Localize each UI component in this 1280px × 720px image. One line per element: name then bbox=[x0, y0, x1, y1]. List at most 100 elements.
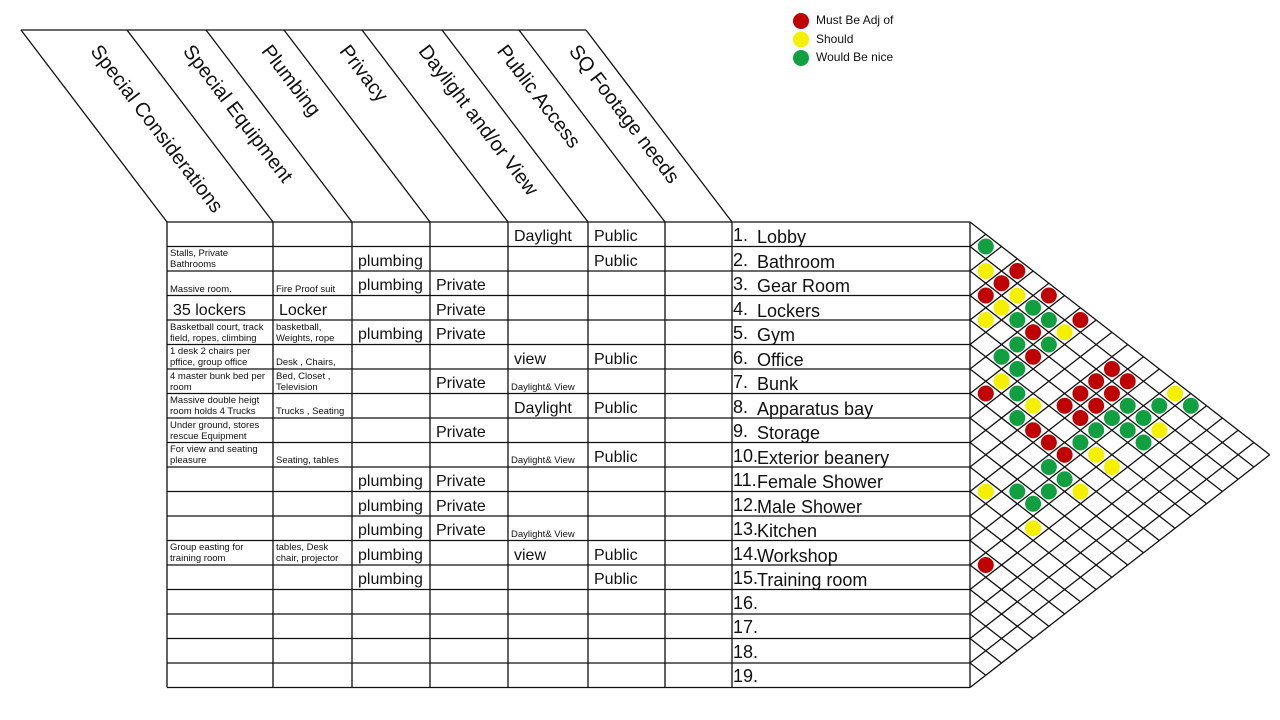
adjacency-dot bbox=[993, 275, 1010, 292]
matrix-line bbox=[969, 417, 1223, 615]
room-name: Office bbox=[757, 349, 804, 370]
cell-text: plumbing bbox=[358, 326, 423, 344]
matrix-line bbox=[969, 221, 1271, 456]
matrix-line bbox=[969, 368, 1176, 529]
adjacency-dot bbox=[1072, 410, 1089, 426]
adjacency-dot bbox=[1056, 397, 1073, 414]
cell-text: plumbing bbox=[358, 473, 423, 491]
matrix-line bbox=[969, 282, 1050, 346]
adjacency-dot bbox=[993, 299, 1010, 316]
row-number: 9. bbox=[733, 421, 749, 441]
row-number: 10. bbox=[733, 445, 759, 466]
cell-text: Massive room. bbox=[170, 283, 232, 295]
adjacency-dot bbox=[1025, 299, 1042, 316]
cell-text: Private bbox=[436, 375, 486, 393]
cell-text: Daylight bbox=[514, 228, 572, 246]
cell-text: Group easting for training room bbox=[170, 542, 244, 565]
adjacency-dot bbox=[1040, 434, 1057, 451]
cell-text: Public bbox=[594, 350, 638, 368]
adjacency-dot bbox=[1103, 459, 1120, 475]
matrix-line bbox=[969, 417, 1144, 554]
row-number: 5. bbox=[733, 323, 749, 343]
cell-text: Private bbox=[436, 301, 486, 319]
cell-text: Public bbox=[594, 228, 638, 246]
adjacency-dot bbox=[1009, 410, 1026, 426]
cell-text: Seating, tables bbox=[276, 455, 339, 467]
adjacency-dot bbox=[977, 557, 994, 573]
room-name: Lockers bbox=[757, 300, 821, 321]
cell-text: view bbox=[514, 350, 547, 368]
adjacency-dot bbox=[1103, 361, 1120, 377]
adjacency-dot bbox=[993, 373, 1010, 390]
adjacency-dot bbox=[1040, 312, 1057, 328]
cell-text: basketball, Weights, rope bbox=[276, 321, 335, 344]
row-number: 15. bbox=[733, 568, 759, 588]
matrix-line bbox=[969, 564, 1050, 627]
adjacency-dot bbox=[993, 348, 1010, 365]
cell-text: Public bbox=[594, 571, 638, 589]
cell-text: plumbing bbox=[358, 522, 423, 540]
matrix-line bbox=[969, 319, 1097, 419]
adjacency-dot bbox=[1056, 324, 1073, 341]
cell-text: tables, Desk chair, projector bbox=[276, 542, 339, 565]
adjacency-dot bbox=[1072, 434, 1089, 451]
legend-label: Should bbox=[816, 31, 854, 46]
row-number: 18. bbox=[733, 641, 759, 662]
adjacency-dot bbox=[977, 238, 994, 255]
row-number: 3. bbox=[733, 274, 749, 294]
legend-dot bbox=[793, 13, 809, 29]
matrix-line bbox=[969, 233, 987, 248]
matrix-line bbox=[969, 356, 1144, 493]
row-number: 12. bbox=[733, 494, 759, 515]
room-name: Storage bbox=[757, 423, 821, 443]
header-line bbox=[518, 29, 666, 223]
adjacency-dot bbox=[1009, 361, 1026, 377]
room-name: Bunk bbox=[757, 374, 799, 394]
room-name: Exterior beanery bbox=[757, 447, 890, 468]
adjacency-dot bbox=[1040, 287, 1057, 304]
header-line bbox=[585, 29, 733, 223]
row-number: 17. bbox=[733, 617, 759, 637]
adjacency-dot bbox=[1009, 483, 1026, 500]
adjacency-dot bbox=[1009, 263, 1026, 279]
cell-text: plumbing bbox=[358, 546, 423, 564]
row-number: 16. bbox=[733, 592, 759, 613]
adjacency-dot bbox=[977, 385, 994, 402]
cell-text: Private bbox=[436, 522, 486, 540]
cell-text: Under ground, stores rescue Equipment bbox=[170, 419, 260, 442]
header-line bbox=[361, 29, 509, 223]
legend-label: Must Be Adj of bbox=[816, 13, 894, 27]
header-line bbox=[205, 29, 353, 223]
cell-text: 1 desk 2 chairs per pffice, group office bbox=[170, 346, 251, 369]
row-number: 6. bbox=[733, 347, 749, 368]
matrix-line bbox=[969, 454, 1271, 689]
matrix-line bbox=[969, 319, 1207, 505]
adjacency-dot bbox=[1151, 397, 1168, 414]
adjacency-dot bbox=[1040, 459, 1057, 475]
legend-dot bbox=[793, 31, 809, 48]
room-name: Male Shower bbox=[757, 496, 863, 517]
adjacency-dot bbox=[1056, 471, 1073, 488]
column-header: SQ Footage needs bbox=[564, 41, 683, 188]
adjacency-dot bbox=[1119, 373, 1136, 390]
room-name: Training room bbox=[757, 570, 868, 590]
matrix-line bbox=[969, 662, 987, 676]
header-line bbox=[126, 29, 274, 223]
cell-text: Desk , Chairs, bbox=[276, 357, 336, 369]
row-number: 2. bbox=[733, 249, 749, 270]
room-name: Kitchen bbox=[757, 521, 818, 541]
adjacency-dot bbox=[1135, 434, 1152, 451]
row-number: 11. bbox=[733, 470, 757, 490]
cell-text: Daylight& View bbox=[511, 455, 575, 467]
adjacency-dot bbox=[1119, 422, 1136, 439]
matrix-line bbox=[969, 368, 1160, 517]
cell-text: Bed, Closet , Television bbox=[276, 370, 331, 393]
adjacency-dot bbox=[977, 312, 994, 328]
room-name: Lobby bbox=[757, 227, 807, 247]
matrix-line bbox=[969, 429, 1239, 640]
adjacency-dot bbox=[1009, 287, 1026, 304]
cell-text: plumbing bbox=[358, 277, 423, 295]
row-number: 8. bbox=[733, 396, 749, 417]
matrix-line bbox=[969, 613, 1018, 652]
